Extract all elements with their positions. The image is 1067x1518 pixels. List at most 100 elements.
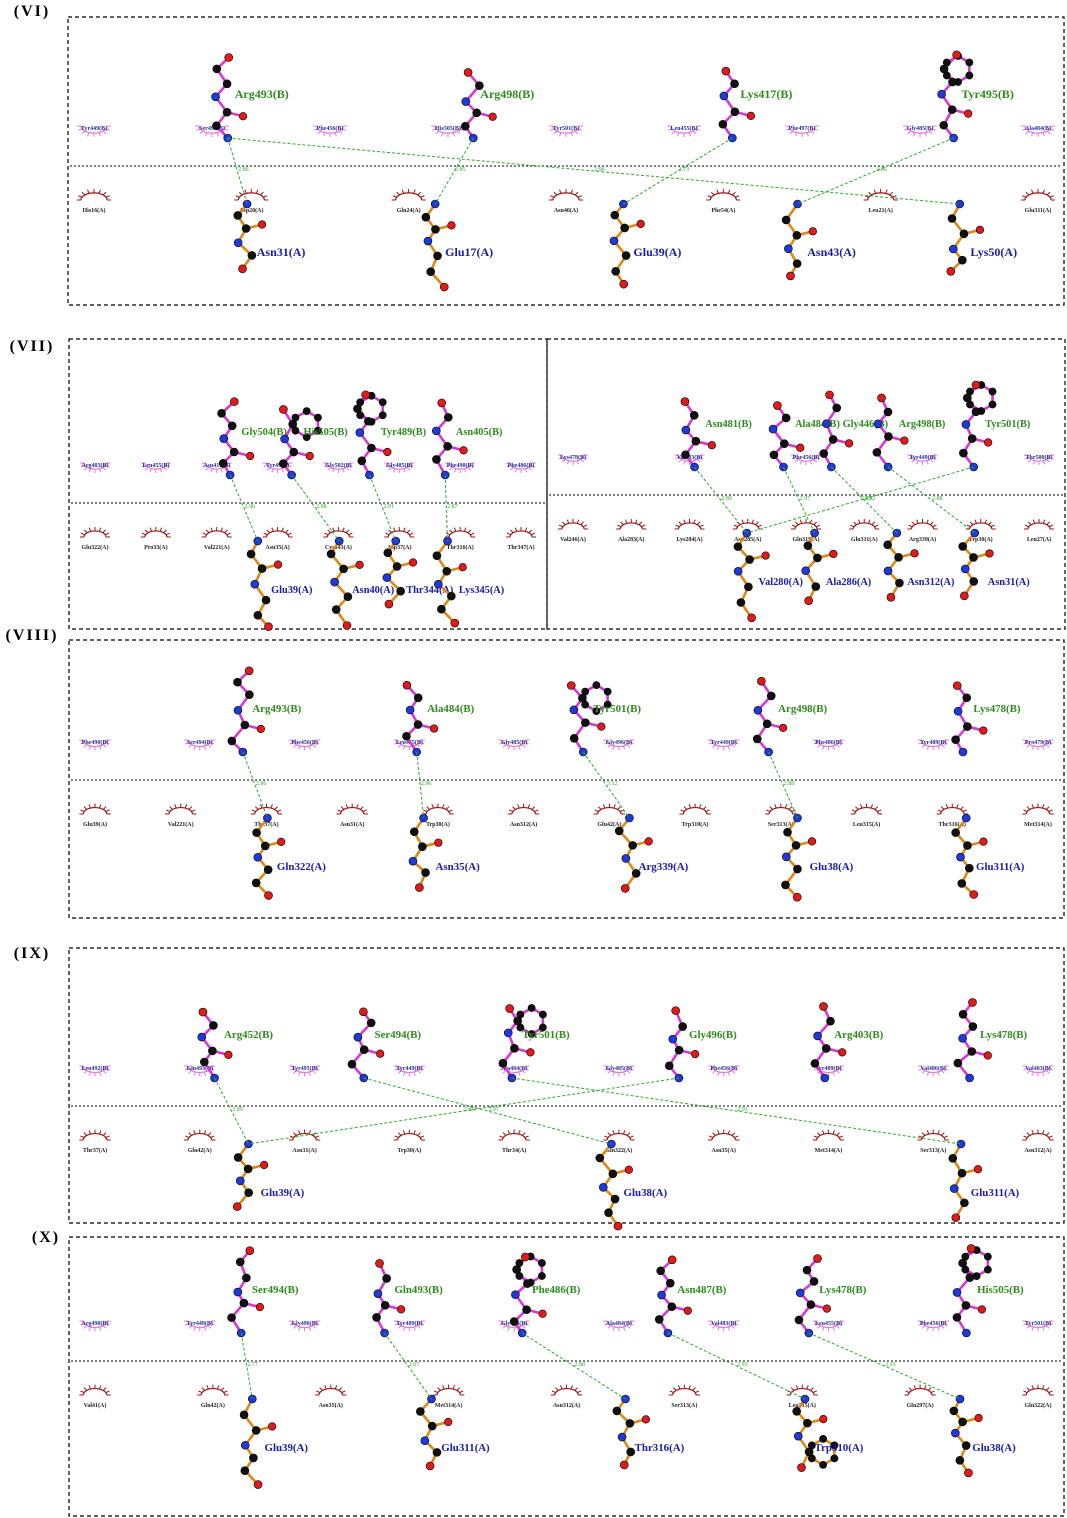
hydrophobic-spoke	[1048, 742, 1053, 745]
residue-structure	[752, 676, 788, 757]
hydrophobic-spoke	[453, 468, 457, 473]
hydrophobic-spoke	[432, 128, 437, 131]
atom	[949, 1184, 959, 1193]
hydrophobic-spoke	[1049, 524, 1054, 528]
atom	[429, 724, 439, 733]
atom	[397, 1305, 406, 1314]
hydrophobic-spoke	[441, 132, 444, 137]
atom	[372, 1313, 381, 1322]
hydrophobic-spoke	[446, 464, 451, 468]
subpanel: Arg403(B) Leu455(B) Asn417(B) Tyr49(B) Gly50…	[68, 338, 548, 631]
residue-structure	[432, 398, 468, 480]
hydrophobic-spoke	[324, 464, 329, 468]
hydrophobic-spoke	[612, 745, 615, 750]
hydrophobic-spoke	[1031, 1130, 1034, 1135]
atom	[224, 53, 234, 62]
atom	[793, 199, 802, 209]
hydrophobic-spoke	[163, 466, 167, 471]
atom	[355, 428, 365, 437]
atom	[260, 1160, 269, 1170]
hydrophobic-contact-icon	[422, 803, 454, 815]
hydrophobic-spoke	[941, 1132, 945, 1136]
hydrophobic-contact-icon	[79, 1320, 111, 1332]
atom	[522, 1305, 531, 1315]
hydrophobic-spoke	[555, 1387, 559, 1391]
hydrophobic-spoke	[1023, 1068, 1028, 1071]
hydrophobic-spoke	[394, 742, 399, 745]
panel-label: (VIII)	[6, 627, 59, 644]
hydrophobic-spoke	[622, 745, 626, 750]
hydrophobic-spoke	[626, 1325, 631, 1329]
atom	[200, 1057, 209, 1067]
atom	[977, 1305, 987, 1314]
hydrophobic-spoke	[755, 521, 759, 526]
atom	[302, 407, 311, 416]
hydrophobic-arc	[83, 530, 107, 538]
hydrophobic-spoke	[795, 521, 799, 526]
hydrophobic-spoke	[431, 804, 434, 809]
hydrophobic-residue-a: Thr316(A)	[939, 821, 966, 828]
atom	[252, 828, 261, 837]
atom	[973, 1165, 983, 1174]
hydrophobic-spoke	[712, 1132, 716, 1136]
hydrophobic-spoke	[319, 1387, 323, 1391]
ligand-residue-b: Tyr501(B)	[522, 1029, 570, 1041]
hydrophobic-contact-icon	[707, 1320, 740, 1332]
atom	[883, 407, 893, 417]
residue-structure	[421, 199, 456, 292]
hydrophobic-spoke	[314, 128, 319, 131]
hydrophobic-contact-icon	[904, 1384, 936, 1396]
hydrophobic-spoke	[445, 806, 450, 810]
receptor-residue-a: Glu39(A)	[633, 245, 681, 259]
residue-structure	[402, 680, 439, 757]
hydrophobic-contact-icon	[1021, 188, 1055, 201]
hydrophobic-spoke	[619, 809, 625, 812]
atom	[733, 566, 743, 576]
hydrophobic-spoke	[1026, 1387, 1031, 1391]
atom	[611, 267, 620, 276]
hydrophobic-spoke	[98, 132, 101, 137]
residue-structure	[819, 390, 854, 472]
atom	[343, 592, 353, 601]
hydrophobic-spoke	[806, 132, 809, 137]
hydrogen-bond	[242, 751, 268, 819]
hydrophobic-spoke	[629, 1323, 634, 1326]
atom	[245, 1246, 255, 1255]
hbond-distance: 2.97	[800, 496, 811, 502]
hydrophobic-spoke	[452, 132, 455, 137]
hydrophobic-spoke	[518, 1130, 521, 1135]
hydrophobic-spoke	[332, 468, 335, 473]
hydrophobic-spoke	[506, 532, 511, 536]
atom	[691, 436, 701, 446]
hydrophobic-arc	[561, 454, 585, 462]
hydrophobic-arc	[794, 454, 818, 462]
hydrophobic-arc	[672, 1388, 697, 1396]
hydrophobic-spoke	[388, 529, 392, 534]
hydrophobic-spoke	[417, 191, 422, 196]
atom	[364, 416, 373, 426]
hydrophobic-contact-icon	[549, 188, 583, 201]
atom	[239, 1410, 249, 1420]
residue-structure	[416, 1394, 453, 1471]
atom	[239, 1298, 249, 1308]
hydrophobic-spoke	[266, 466, 271, 471]
hydrophobic-spoke	[1023, 1135, 1028, 1138]
hydrophobic-contact-icon	[667, 125, 701, 138]
hydrophobic-spoke	[717, 1130, 720, 1135]
hydrophobic-arc	[187, 1065, 213, 1073]
atom	[792, 1406, 801, 1416]
atom	[951, 1213, 961, 1222]
hydrophobic-spoke	[1023, 1390, 1028, 1393]
atom	[795, 1288, 805, 1298]
hydrophobic-spoke	[1048, 1390, 1053, 1393]
hydrophobic-spoke	[527, 804, 531, 809]
hydrophobic-spoke	[918, 742, 923, 745]
hydrophobic-spoke	[874, 806, 879, 810]
hydrophobic-spoke	[463, 527, 467, 532]
residue-structure	[952, 1244, 992, 1338]
atom	[257, 564, 267, 573]
residue-structure	[609, 199, 645, 289]
hydrophobic-arc	[237, 192, 265, 201]
hydrophobic-spoke	[629, 1135, 634, 1138]
